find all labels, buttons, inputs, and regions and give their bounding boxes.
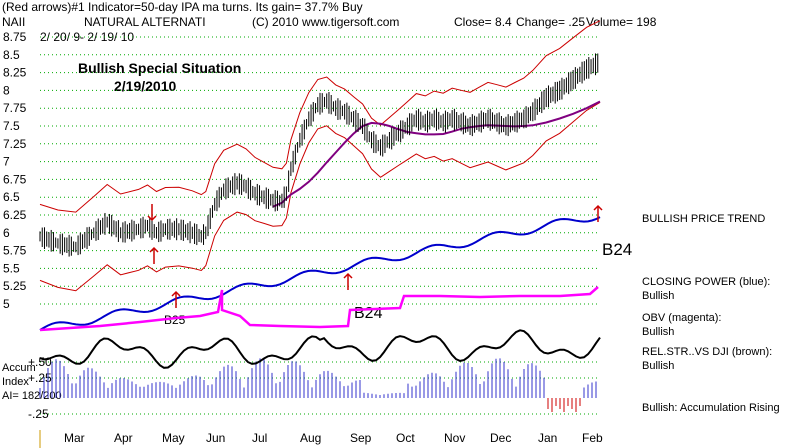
month-tick-label: May [162, 431, 185, 445]
price-tick-label: 7.25 [3, 137, 27, 151]
indicator-lines [39, 216, 601, 369]
price-tick-label: 5.75 [3, 244, 27, 258]
signal-arrow-head [149, 246, 159, 253]
price-tick-labels: 8.75 8.5 8.25 8 7.75 7.5 7.25 7 6.75 6.5 6.25 6 5.75… [3, 30, 27, 311]
chart-title: Bullish Special Situation [78, 60, 242, 76]
price-tick-label: 8.75 [3, 30, 27, 44]
price-tick-label: 8 [3, 83, 10, 97]
accum-label: Accum [2, 362, 36, 374]
signal-arrow-head [171, 290, 181, 297]
obv-line [39, 286, 599, 332]
indicator-tick-label: -.25 [28, 407, 49, 421]
price-tick-label: 6.75 [3, 172, 27, 186]
signal-arrow-head [147, 215, 157, 222]
closing-power-line [39, 216, 601, 331]
annotation-obv: OBV (magenta): [642, 312, 722, 324]
price-tick-label: 7.5 [3, 119, 20, 133]
price-tick-label: 8.5 [3, 48, 20, 62]
moving-average [272, 100, 601, 208]
relstr-line [39, 329, 601, 369]
lower-band [39, 101, 601, 292]
price-tick-label: 7 [3, 155, 10, 169]
month-tick-label: Oct [396, 431, 415, 445]
annotation-relstr: REL.STR..VS DJI (brown): [642, 346, 773, 358]
price-tick-label: 5.5 [3, 261, 20, 275]
price-tick-label: 7.75 [3, 101, 27, 115]
signal-arrow-head [343, 272, 353, 279]
price-tick-label: 5.25 [3, 279, 27, 293]
bollinger-bands [39, 20, 601, 292]
signal-arrows [147, 204, 603, 308]
ai-label: AI= 182/200 [2, 390, 62, 402]
annotation-obv-status: Bullish [642, 326, 675, 338]
month-tick-label: Sep [350, 431, 372, 445]
month-tick-label: Mar [64, 431, 85, 445]
price-bars [39, 53, 599, 257]
signal-arrow-head [593, 204, 603, 211]
annotation-closing-power: CLOSING POWER (blue): [642, 276, 771, 288]
month-tick-label: Jun [206, 431, 225, 445]
price-tick-label: 5 [3, 297, 10, 311]
closing-power-label: B24 [602, 240, 633, 259]
accum-histogram [39, 358, 597, 412]
indicator-tick-label: +.25 [28, 371, 52, 385]
indicator-tick-label: +.50 [28, 355, 52, 369]
company-name: NATURAL ALTERNATI [84, 15, 206, 29]
month-tick-label: Jul [252, 431, 267, 445]
month-tick-label: Nov [444, 431, 465, 445]
price-tick-label: 8.25 [3, 66, 27, 80]
month-tick-label: Apr [114, 431, 133, 445]
annotation-accumulation: Bullish: Accumulation Rising [642, 402, 780, 414]
index-label: Index [2, 376, 29, 388]
change-value: Change= .25 [516, 15, 586, 29]
close-value: Close= 8.4 [454, 15, 512, 29]
annotation-price-trend: BULLISH PRICE TREND [642, 213, 766, 225]
date-range: 2/ 20/ 9- 2/ 19/ 10 [40, 30, 135, 44]
month-tick-label: Feb [582, 431, 603, 445]
copyright-text: (C) 2010 www.tigersoft.com [252, 15, 400, 29]
price-tick-label: 6 [3, 226, 10, 240]
ticker-symbol: NAII [2, 15, 26, 29]
price-tick-label: 6.5 [3, 190, 20, 204]
volume-value: Volume= 198 [586, 15, 657, 29]
upper-band [39, 20, 601, 213]
indicator-header: (Red arrows)#1 Indicator=50-day IPA ma t… [2, 0, 363, 14]
month-tick-labels: Mar Apr May Jun Jul Aug Sep Oct Nov Dec Jan Feb [39, 430, 603, 448]
annotation-relstr-status: Bullish [642, 360, 675, 372]
month-tick-label: Aug [300, 431, 321, 445]
price-tick-label: 6.25 [3, 208, 27, 222]
annotation-closing-power-status: Bullish [642, 290, 675, 302]
month-tick-label: Jan [538, 431, 557, 445]
month-tick-label: Dec [490, 431, 511, 445]
